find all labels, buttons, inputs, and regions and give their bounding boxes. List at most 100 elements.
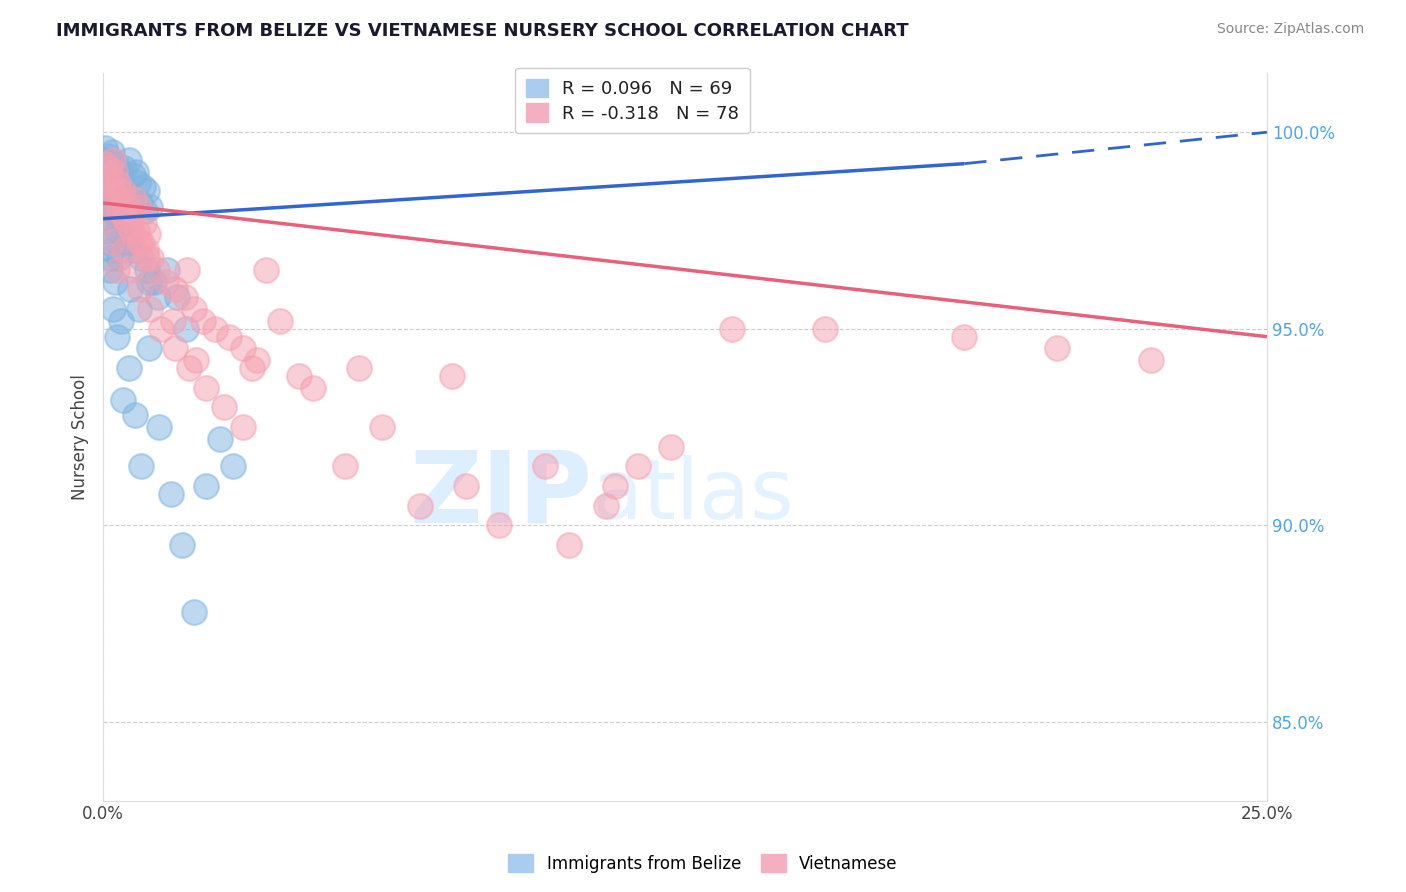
Point <box>107 211 129 226</box>
Point <box>148 420 170 434</box>
Point <box>98 251 121 265</box>
Point <box>97 149 120 163</box>
Point <box>121 208 143 222</box>
Point <box>125 164 148 178</box>
Point <box>97 235 120 250</box>
Point <box>124 243 146 257</box>
Point <box>96 211 118 226</box>
Point <box>111 172 134 186</box>
Point <box>118 235 141 250</box>
Point <box>124 409 146 423</box>
Point <box>131 180 153 194</box>
Point <box>218 329 240 343</box>
Point <box>101 243 124 257</box>
Text: IMMIGRANTS FROM BELIZE VS VIETNAMESE NURSERY SCHOOL CORRELATION CHART: IMMIGRANTS FROM BELIZE VS VIETNAMESE NUR… <box>56 22 908 40</box>
Point <box>111 223 134 237</box>
Point <box>100 203 122 218</box>
Point <box>1046 342 1069 356</box>
Point <box>136 184 159 198</box>
Point <box>232 420 254 434</box>
Point <box>183 302 205 317</box>
Point <box>150 322 173 336</box>
Point <box>98 262 121 277</box>
Point <box>186 353 208 368</box>
Point <box>128 200 150 214</box>
Point <box>118 219 141 234</box>
Point <box>110 203 132 218</box>
Point <box>953 329 976 343</box>
Point <box>120 283 142 297</box>
Point <box>146 290 169 304</box>
Point <box>105 329 128 343</box>
Point <box>173 290 195 304</box>
Legend: Immigrants from Belize, Vietnamese: Immigrants from Belize, Vietnamese <box>502 847 904 880</box>
Point <box>557 538 579 552</box>
Point <box>212 401 235 415</box>
Point <box>115 192 138 206</box>
Point <box>112 161 135 175</box>
Point <box>93 153 115 167</box>
Point <box>179 361 201 376</box>
Point <box>165 283 187 297</box>
Point <box>138 302 160 317</box>
Point <box>101 177 124 191</box>
Point <box>165 342 187 356</box>
Point <box>371 420 394 434</box>
Point <box>97 161 120 175</box>
Point <box>117 196 139 211</box>
Point <box>105 262 128 277</box>
Text: ZIP: ZIP <box>409 447 592 543</box>
Point <box>103 153 125 167</box>
Text: atlas: atlas <box>592 455 793 535</box>
Point <box>194 479 217 493</box>
Point <box>108 251 131 265</box>
Point <box>155 275 177 289</box>
Point <box>98 172 121 186</box>
Point <box>132 216 155 230</box>
Point <box>129 196 152 211</box>
Point <box>627 459 650 474</box>
Point <box>335 459 357 474</box>
Text: Source: ZipAtlas.com: Source: ZipAtlas.com <box>1216 22 1364 37</box>
Point <box>488 518 510 533</box>
Point <box>96 169 118 183</box>
Point <box>111 392 134 407</box>
Point <box>107 188 129 202</box>
Point <box>104 188 127 202</box>
Point <box>97 164 120 178</box>
Point <box>120 262 142 277</box>
Point <box>172 538 194 552</box>
Point <box>105 156 128 170</box>
Point <box>129 251 152 265</box>
Point <box>143 275 166 289</box>
Point <box>101 180 124 194</box>
Point <box>605 479 627 493</box>
Point <box>128 302 150 317</box>
Point <box>125 223 148 237</box>
Point <box>124 192 146 206</box>
Point <box>720 322 742 336</box>
Point <box>814 322 837 336</box>
Point <box>659 440 682 454</box>
Point <box>174 322 197 336</box>
Point <box>269 314 291 328</box>
Point <box>108 184 131 198</box>
Point <box>129 283 152 297</box>
Point <box>595 499 617 513</box>
Point <box>94 172 117 186</box>
Point <box>408 499 430 513</box>
Point <box>96 196 118 211</box>
Point <box>115 211 138 226</box>
Point <box>97 188 120 202</box>
Point <box>118 361 141 376</box>
Point <box>139 251 162 265</box>
Point <box>135 243 157 257</box>
Point <box>103 302 125 317</box>
Point <box>134 203 156 218</box>
Point <box>111 184 134 198</box>
Point <box>104 184 127 198</box>
Point <box>534 459 557 474</box>
Point <box>104 275 127 289</box>
Point <box>100 145 122 159</box>
Point <box>204 322 226 336</box>
